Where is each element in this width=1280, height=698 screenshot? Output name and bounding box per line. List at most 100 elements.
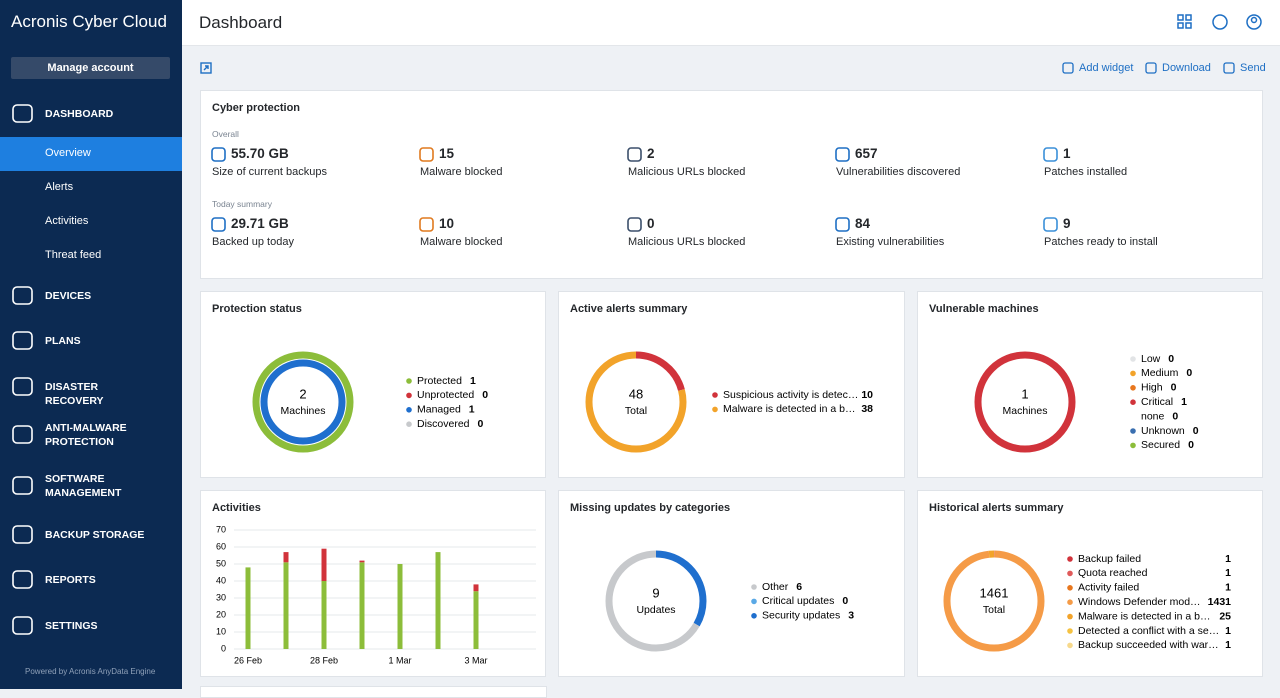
bar-segment: [321, 548, 327, 581]
legend-dot: [1130, 356, 1136, 362]
donut-total-label: Total: [983, 604, 1005, 616]
menu-item[interactable]: SETTINGS: [45, 620, 98, 632]
menu-icon: [12, 377, 33, 396]
donut-segment: [974, 351, 1076, 453]
legend-value: 1: [1225, 625, 1231, 637]
bar-segment: [283, 552, 289, 563]
widget-card: Active alerts summary 48 Total Suspicious a…: [558, 291, 905, 478]
legend-label: Detected a conflict with a se…: [1078, 625, 1219, 637]
submenu-item[interactable]: Alerts: [45, 181, 74, 193]
legend-label: High: [1141, 382, 1163, 394]
legend-dot: [1067, 599, 1073, 605]
y-tick-label: 60: [216, 541, 226, 551]
legend-dot: [1130, 399, 1136, 405]
donut-total-label: Machines: [281, 405, 326, 417]
menu-item[interactable]: DEVICES: [45, 290, 92, 302]
legend-value: 1: [1225, 553, 1231, 565]
donut-segment: [252, 351, 354, 453]
stat-icon: [419, 217, 434, 232]
menu-item[interactable]: ANTI-MALWARE PROTECTION: [45, 422, 127, 448]
manage-account-button[interactable]: Manage account: [11, 57, 170, 79]
donut-total: 9: [652, 585, 659, 600]
menu-icon: [12, 331, 33, 350]
legend-value: 1: [1225, 582, 1231, 594]
bar-segment: [397, 564, 403, 649]
toolbar-action[interactable]: Add widget: [1079, 62, 1134, 74]
legend-label: Malware is detected in a b…: [1078, 610, 1210, 622]
submenu-item[interactable]: Activities: [45, 215, 89, 227]
y-tick-label: 70: [216, 524, 226, 534]
legend-label: Critical: [1141, 396, 1173, 408]
legend-value: 0: [1171, 382, 1177, 394]
menu-item[interactable]: DASHBOARD: [45, 108, 114, 120]
help-icon[interactable]: [1212, 14, 1228, 30]
toolbar-action[interactable]: Send: [1240, 62, 1266, 74]
legend-value: 0: [478, 418, 484, 430]
stat-label: Malicious URLs blocked: [628, 236, 746, 248]
legend-value: 10: [861, 389, 873, 401]
legend-label: Windows Defender mod…: [1078, 596, 1201, 608]
y-tick-label: 10: [216, 626, 226, 636]
widget-title: Active alerts summary: [570, 303, 688, 315]
legend-dot: [751, 584, 757, 590]
legend-dot: [406, 421, 412, 427]
stat-label: Malware blocked: [420, 166, 503, 178]
legend-value: 3: [848, 610, 854, 622]
donut-segment: [260, 359, 346, 445]
bar-segment: [473, 584, 479, 592]
menu-icon: [12, 570, 33, 589]
legend-label: Critical updates: [762, 595, 834, 607]
submenu-item[interactable]: Overview: [45, 147, 91, 159]
menu-item[interactable]: PLANS: [45, 335, 81, 347]
stat-value: 9: [1063, 216, 1071, 231]
menu-icon: [12, 525, 33, 544]
icon-shape: [12, 570, 33, 589]
legend-value: 1: [1225, 639, 1231, 651]
header-icons: [1177, 14, 1262, 30]
icon-shape: [1062, 62, 1074, 74]
action-icon: [1223, 62, 1235, 74]
expand-icon[interactable]: [200, 62, 212, 74]
x-tick-label: 3 Mar: [464, 655, 487, 665]
legend-label: Suspicious activity is detec…: [723, 389, 858, 401]
stat-icon: [835, 147, 850, 162]
menu-item[interactable]: BACKUP STORAGE: [45, 529, 145, 541]
legend-value: 6: [796, 581, 802, 593]
icon-shape: [12, 476, 33, 495]
menu-item[interactable]: DISASTER RECOVERY: [45, 381, 104, 407]
y-tick-label: 0: [221, 643, 226, 653]
stat-label: Existing vulnerabilities: [836, 236, 945, 248]
icon-shape: [12, 104, 33, 123]
legend-dot: [751, 598, 757, 605]
user-icon[interactable]: [1246, 14, 1262, 30]
action-icon: [1145, 62, 1157, 74]
stat-icon: [1043, 217, 1058, 232]
legend-label: Secured: [1141, 439, 1180, 451]
main: Dashboard Add widget Download Send Cyber pr…: [182, 0, 1280, 698]
stat-label: Backed up today: [212, 236, 294, 248]
stat-icon: [419, 147, 434, 162]
toolbar-action[interactable]: Download: [1162, 62, 1211, 74]
submenu-item[interactable]: Threat feed: [45, 249, 102, 261]
donut-total-label: Machines: [1003, 405, 1048, 417]
legend-label: Unknown: [1141, 425, 1185, 437]
widget-title: Historical alerts summary: [929, 502, 1064, 514]
menu-item[interactable]: REPORTS: [45, 574, 96, 586]
menu-item[interactable]: SOFTWARE MANAGEMENT: [45, 473, 122, 499]
legend-value: 1: [470, 375, 476, 387]
legend-dot: [1067, 628, 1073, 634]
legend-value: 0: [1168, 353, 1174, 365]
widget-canvas: 48 Total Suspicious activity is detec… 10 Ma…: [585, 351, 873, 453]
section-label: Overall: [212, 129, 239, 139]
stat-icon: [627, 217, 642, 232]
legend-label: Quota reached: [1078, 567, 1148, 579]
icon-shape: [1145, 62, 1157, 74]
legend-label: Low: [1141, 353, 1161, 365]
icon-shape: [12, 616, 33, 635]
legend-dot: [1067, 570, 1073, 577]
legend-label: Backup failed: [1078, 553, 1141, 565]
legend-label: none: [1141, 410, 1165, 422]
donut-total-label: Updates: [636, 604, 675, 616]
apps-icon[interactable]: [1177, 14, 1184, 21]
legend-label: Managed: [417, 404, 461, 416]
